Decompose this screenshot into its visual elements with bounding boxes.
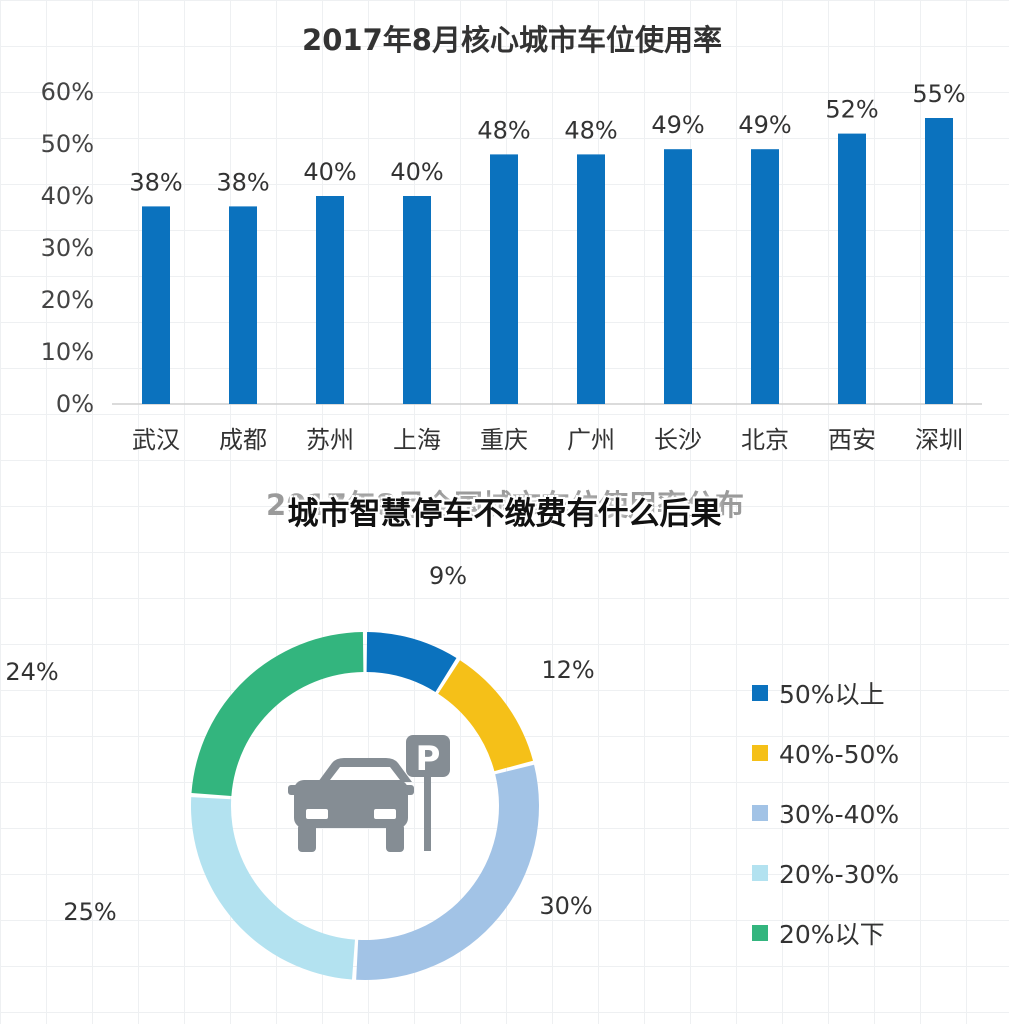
- x-tick-label: 上海: [393, 426, 441, 454]
- legend-swatch: [752, 865, 768, 881]
- pie-slice-label: 9%: [429, 562, 467, 590]
- bar: [577, 154, 605, 404]
- bar: [490, 154, 518, 404]
- bar: [925, 118, 953, 404]
- bar-data-label: 52%: [825, 96, 878, 124]
- pie-slice: [356, 764, 539, 980]
- bar: [229, 206, 257, 404]
- x-axis: 武汉 成都 苏州 上海 重庆 广州 长沙 北京 西安 深圳: [132, 426, 963, 454]
- bar-data-label: 38%: [216, 168, 269, 196]
- bar-data-label: 48%: [477, 116, 530, 144]
- svg-text:P: P: [416, 739, 441, 779]
- legend-swatch: [752, 805, 768, 821]
- legend-swatch: [752, 745, 768, 761]
- x-tick-label: 西安: [828, 426, 876, 454]
- bar-data-label: 48%: [564, 116, 617, 144]
- x-tick-label: 广州: [567, 426, 615, 454]
- x-tick-label: 北京: [741, 426, 789, 454]
- overlay-title: 城市智慧停车不缴费有什么后果: [287, 496, 722, 532]
- pie-slice: [438, 660, 534, 772]
- y-tick-label: 10%: [41, 338, 94, 366]
- bars: 38% 38% 40% 40% 48% 48% 49% 49% 52% 55%: [129, 80, 966, 404]
- legend-label: 40%-50%: [779, 740, 899, 769]
- legend-label: 30%-40%: [779, 800, 899, 829]
- pie-slice-label: 25%: [63, 898, 116, 926]
- pie-slice: [190, 797, 355, 980]
- x-tick-label: 武汉: [132, 426, 180, 454]
- legend-swatch: [752, 685, 768, 701]
- legend-label: 50%以上: [779, 680, 885, 709]
- pie-legend: 50%以上 40%-50% 30%-40% 20%-30% 20%以下: [752, 680, 899, 949]
- pie-slice-label: 24%: [5, 658, 58, 686]
- x-tick-label: 深圳: [915, 426, 963, 454]
- y-tick-label: 20%: [41, 286, 94, 314]
- bar-data-label: 55%: [912, 80, 965, 108]
- x-tick-label: 长沙: [654, 426, 702, 454]
- y-tick-label: 30%: [41, 234, 94, 262]
- bar-chart-title: 2017年8月核心城市车位使用率: [302, 23, 722, 57]
- legend-label: 20%-30%: [779, 860, 899, 889]
- bar: [751, 149, 779, 404]
- bar: [403, 196, 431, 404]
- bar-data-label: 49%: [651, 111, 704, 139]
- car-parking-icon: P: [288, 735, 450, 852]
- bar: [316, 196, 344, 404]
- x-tick-label: 重庆: [480, 426, 528, 454]
- bar-data-label: 38%: [129, 168, 182, 196]
- bar-data-label: 40%: [303, 158, 356, 186]
- y-tick-label: 0%: [56, 390, 94, 418]
- legend-label: 20%以下: [779, 920, 885, 949]
- pie-chart-title: 2017年8月全国城市车位使用率分布: [266, 488, 744, 522]
- x-tick-label: 成都: [219, 426, 267, 454]
- pie-slice: [366, 632, 457, 693]
- legend-swatch: [752, 925, 768, 941]
- bar-chart: 2017年8月核心城市车位使用率 0% 10% 20% 30% 40% 50% 60% 38…: [41, 23, 982, 454]
- x-tick-label: 苏州: [306, 426, 354, 454]
- bar: [664, 149, 692, 404]
- donut-chart: 9% 12% 30% 25% 24%: [5, 562, 595, 980]
- bar-data-label: 40%: [390, 158, 443, 186]
- bar: [838, 133, 866, 404]
- pie-slice-label: 30%: [539, 892, 592, 920]
- pie-slice: [191, 632, 364, 796]
- y-axis: 0% 10% 20% 30% 40% 50% 60%: [41, 78, 94, 418]
- y-tick-label: 60%: [41, 78, 94, 106]
- y-tick-label: 40%: [41, 182, 94, 210]
- y-tick-label: 50%: [41, 130, 94, 158]
- pie-slice-label: 12%: [541, 656, 594, 684]
- bar-data-label: 49%: [738, 111, 791, 139]
- bar: [142, 206, 170, 404]
